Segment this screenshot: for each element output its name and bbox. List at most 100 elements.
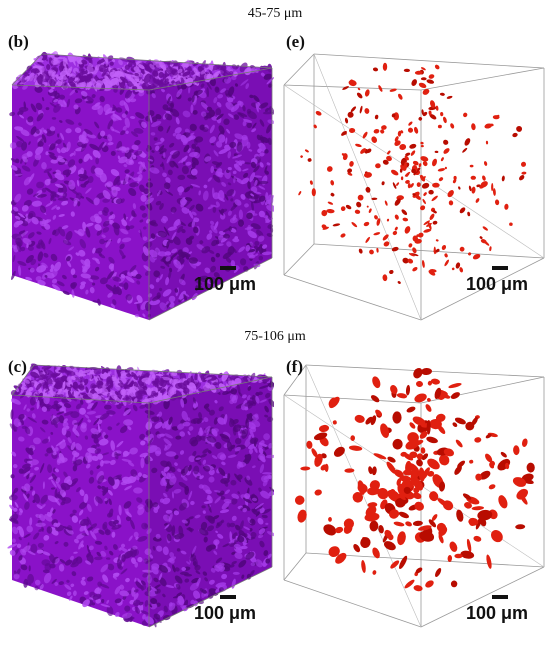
pore-blob	[378, 525, 384, 534]
pore-blob	[150, 598, 158, 604]
pore-blob	[106, 270, 114, 280]
pore-blob	[265, 522, 269, 526]
pore-blob	[174, 575, 183, 584]
pore-blob	[86, 95, 94, 103]
pore-blob	[162, 215, 168, 222]
pore-blob	[258, 442, 269, 448]
pore-blob	[164, 433, 173, 439]
pore-blob	[144, 523, 148, 528]
pore-blob	[41, 226, 46, 230]
pore-blob	[233, 424, 242, 433]
pore-blob	[400, 130, 404, 134]
pore-blob	[412, 193, 416, 196]
pore-blob	[94, 167, 104, 175]
pore-blob	[43, 534, 50, 541]
pore-blob	[149, 167, 160, 174]
pore-blob	[472, 253, 481, 260]
pore-blob	[171, 231, 177, 241]
pore-blob	[370, 395, 380, 403]
pore-blob	[231, 75, 237, 81]
pore-blob	[361, 560, 366, 573]
pore-blob	[371, 197, 378, 201]
pore-blob	[125, 225, 130, 231]
pore-blob	[391, 113, 396, 118]
pore-blob	[412, 247, 417, 254]
pore-blob	[70, 441, 76, 451]
pore-blob	[14, 215, 21, 220]
pore-blob	[163, 466, 170, 472]
pore-blob	[412, 235, 419, 242]
pore-blob	[23, 470, 31, 477]
pore-blob	[51, 284, 61, 291]
pore-blob	[211, 116, 218, 121]
pore-blob	[265, 210, 272, 221]
pore-blob	[255, 392, 260, 396]
pore-blob	[103, 207, 109, 214]
pore-blob	[191, 211, 197, 216]
pore-blob	[89, 155, 93, 160]
pore-blob	[91, 401, 98, 411]
pore-blob	[216, 522, 220, 527]
pore-blob	[169, 108, 180, 117]
pore-blob	[95, 496, 103, 504]
pore-blob	[204, 267, 211, 274]
pore-blob	[134, 72, 139, 77]
pore-blob	[255, 395, 260, 404]
pore-blob	[54, 541, 59, 545]
pore-blob	[18, 555, 23, 561]
pore-blob	[12, 463, 18, 469]
pore-blob	[190, 168, 198, 176]
pore-blob	[321, 210, 328, 217]
pore-blob	[142, 474, 148, 479]
pore-blob	[110, 169, 120, 177]
pore-blob	[318, 424, 330, 433]
pore-blob	[36, 549, 44, 554]
pore-blob	[421, 260, 425, 268]
pore-blob	[159, 377, 164, 387]
pore-blob	[389, 269, 394, 275]
pore-blob	[84, 128, 93, 135]
pore-blob	[67, 52, 75, 63]
pore-blob	[152, 502, 159, 508]
pore-blob	[371, 136, 378, 143]
pore-blob	[340, 206, 346, 211]
pore-blob	[140, 80, 144, 85]
pore-blob	[8, 518, 19, 525]
pore-blob	[234, 83, 239, 87]
pore-blob	[391, 246, 399, 252]
pore-blob	[189, 185, 194, 189]
pore-blob	[97, 475, 105, 484]
pore-blob	[174, 288, 179, 293]
pore-blob	[15, 220, 24, 225]
pore-blob	[459, 267, 464, 273]
pore-blob	[61, 427, 67, 436]
pore-blob	[72, 509, 77, 514]
pore-blob	[133, 599, 141, 607]
pore-blob	[65, 119, 75, 125]
pore-blob	[468, 252, 472, 256]
pore-blob	[345, 204, 352, 210]
pore-blob	[206, 436, 217, 443]
pore-blob	[187, 65, 193, 72]
pore-blob	[24, 76, 30, 80]
pore-blob	[160, 137, 165, 142]
pore-blob	[266, 531, 274, 537]
pore-blob	[142, 236, 148, 241]
pore-blob	[19, 508, 23, 513]
pore-blob	[222, 543, 230, 548]
pore-blob	[61, 225, 69, 230]
pore-blob	[42, 569, 50, 574]
pore-blob	[229, 564, 235, 568]
pore-blob	[119, 283, 125, 287]
pore-blob	[328, 517, 332, 522]
pore-blob	[159, 150, 164, 155]
pore-blob	[120, 228, 129, 235]
pore-blob	[247, 403, 253, 409]
pore-blob	[225, 93, 233, 99]
pore-blob	[246, 475, 251, 481]
pore-blob	[115, 286, 122, 296]
pore-blob	[78, 122, 82, 126]
pore-blob	[394, 198, 401, 206]
pore-blob	[50, 253, 58, 262]
pore-blob	[121, 563, 124, 567]
